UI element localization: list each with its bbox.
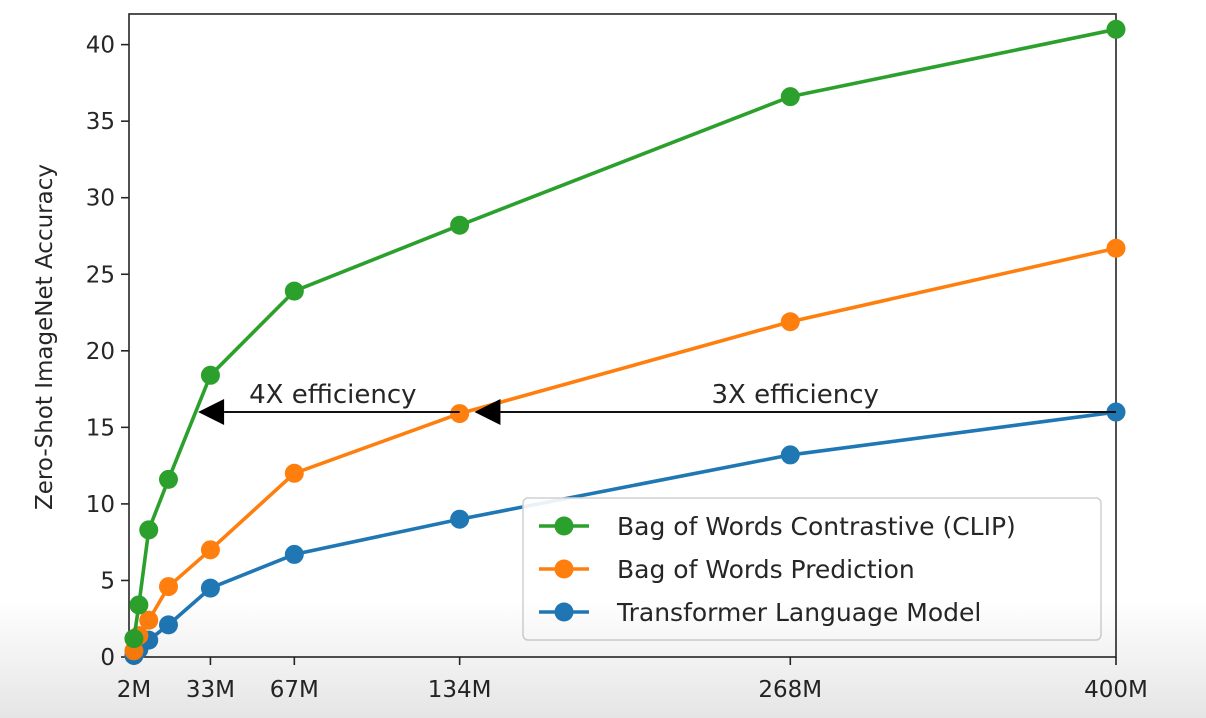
y-tick-label: 35 xyxy=(86,109,115,135)
plot-frame xyxy=(128,13,1117,658)
x-tick-label: 400M xyxy=(1084,677,1148,703)
data-point xyxy=(780,312,800,332)
legend-swatch-marker xyxy=(554,602,574,622)
data-point xyxy=(450,509,470,529)
x-tick-label: 33M xyxy=(186,677,235,703)
x-tick-label: 268M xyxy=(758,677,822,703)
data-point xyxy=(1106,238,1126,258)
data-point xyxy=(780,445,800,465)
data-point xyxy=(158,615,178,635)
x-tick-label: 134M xyxy=(428,677,492,703)
y-tick-label: 15 xyxy=(86,415,115,441)
y-tick-label: 5 xyxy=(100,568,115,594)
y-tick-label: 10 xyxy=(86,492,115,518)
annotation-arrow-head xyxy=(198,399,225,426)
series-layer xyxy=(124,19,1126,665)
data-point xyxy=(200,540,220,560)
legend-swatch-marker xyxy=(554,559,574,579)
data-point xyxy=(1106,19,1126,39)
data-point xyxy=(139,520,159,540)
legend-entry-label: Bag of Words Contrastive (CLIP) xyxy=(617,512,1016,541)
data-point xyxy=(200,365,220,385)
annotation-layer: 4X efficiency 3X efficiency xyxy=(198,380,1116,426)
legend-box xyxy=(522,497,1102,641)
data-point xyxy=(139,610,159,630)
data-point xyxy=(284,463,304,483)
x-tick-label: 2M xyxy=(117,677,151,703)
legend-entry-label: Transformer Language Model xyxy=(616,598,981,627)
data-point xyxy=(158,469,178,489)
legend-swatch-marker xyxy=(554,516,574,536)
data-point xyxy=(124,629,144,649)
y-tick-label: 20 xyxy=(86,339,115,365)
data-point xyxy=(158,577,178,597)
annotation-label: 4X efficiency xyxy=(249,380,416,410)
legend: Bag of Words Contrastive (CLIP) Bag of Wo… xyxy=(522,497,1102,641)
y-tick-label: 25 xyxy=(86,262,115,288)
data-point xyxy=(129,595,149,615)
y-axis-label: Zero-Shot ImageNet Accuracy xyxy=(32,164,58,510)
axes-layer: 0 5 10 15 20 25 30 35 40 2M 33M 67M 134M 268M 400M xyxy=(86,13,1148,703)
data-point xyxy=(284,281,304,301)
y-tick-label: 0 xyxy=(100,645,115,671)
annotation-label: 3X efficiency xyxy=(712,380,879,410)
data-point xyxy=(450,404,470,424)
data-point xyxy=(284,544,304,564)
data-point xyxy=(780,87,800,107)
y-tick-label: 40 xyxy=(86,33,115,59)
annotation-arrow-head xyxy=(474,399,501,426)
data-point xyxy=(450,215,470,235)
legend-entry-label: Bag of Words Prediction xyxy=(617,555,915,584)
data-point xyxy=(200,578,220,598)
y-tick-label: 30 xyxy=(86,186,115,212)
x-tick-label: 67M xyxy=(270,677,319,703)
